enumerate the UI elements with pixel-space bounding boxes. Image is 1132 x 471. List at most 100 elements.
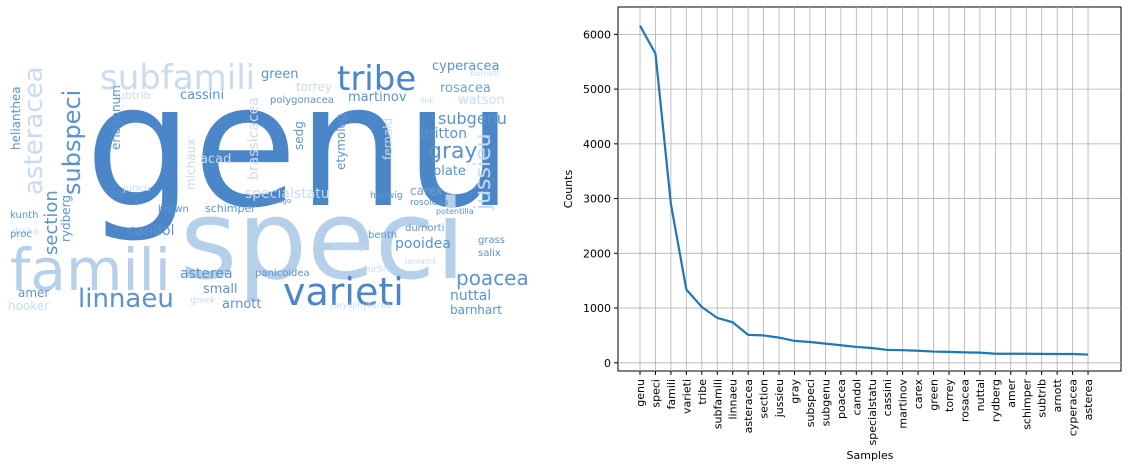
word-cloud-word: subspeci: [58, 90, 86, 195]
word-cloud-word: link: [420, 96, 435, 105]
x-tick-label: section: [758, 379, 771, 419]
word-cloud-word: pooidea: [395, 236, 451, 252]
y-tick-label: 2000: [583, 247, 611, 260]
word-cloud-word: draba: [12, 227, 38, 237]
x-tick-label: carex: [912, 379, 925, 410]
word-cloud-word: michaux: [184, 139, 198, 190]
x-tick-label: schimper: [1020, 379, 1033, 430]
word-cloud-word: carex: [410, 184, 443, 198]
word-cloud-word: plate: [433, 164, 466, 179]
word-cloud-word: speci: [180, 176, 466, 304]
y-axis-label: Counts: [562, 170, 575, 209]
y-tick-label: 0: [604, 357, 611, 370]
x-tick-label: rosacea: [958, 379, 971, 422]
word-cloud-word: buli: [110, 190, 125, 199]
word-cloud-word: brown: [158, 204, 189, 215]
word-cloud-word: lamarck: [405, 257, 437, 266]
x-tick-label: tribe: [696, 379, 709, 405]
word-cloud-word: polygonacea: [270, 95, 334, 106]
x-tick-label: subspeci: [804, 379, 817, 427]
word-cloud-word: dumorti: [405, 223, 444, 234]
y-tick-label: 4000: [583, 138, 611, 151]
word-cloud-word: linnaeu: [78, 284, 174, 314]
word-cloud-word: subtrib: [112, 89, 151, 102]
word-cloud-word: famili: [10, 236, 171, 304]
word-cloud-word: juncu: [122, 183, 150, 194]
word-cloud-word: cassini: [180, 88, 224, 103]
series-line: [639, 25, 1089, 356]
word-cloud-word: subgenu: [438, 109, 507, 128]
x-tick-label: specialstatu: [866, 379, 879, 445]
x-tick-label: martinov: [897, 379, 910, 429]
word-cloud-word: lindley: [332, 242, 365, 253]
x-tick-label: cyperacea: [1067, 379, 1080, 436]
word-cloud-word: small: [203, 282, 238, 297]
x-tick-label: genu: [634, 379, 647, 407]
word-cloud-word: hedwig: [370, 191, 403, 201]
x-tick-label: linnaeu: [727, 379, 740, 420]
x-tick-label: arnott: [1051, 378, 1064, 412]
word-cloud-word: britton: [420, 126, 467, 142]
x-tick-label: subgenu: [819, 379, 832, 426]
x-tick-label: candol: [850, 379, 863, 416]
word-cloud-word: jussieu: [471, 133, 496, 211]
plot-area: [617, 6, 1122, 372]
grid-lines: [618, 7, 1121, 371]
x-tick-label: varieti: [680, 379, 693, 414]
y-tick-label: 1000: [583, 302, 611, 315]
word-cloud-word: acad: [200, 152, 231, 167]
word-cloud-word: brassicacea: [246, 97, 262, 180]
word-cloud-word: martinov: [348, 90, 407, 105]
word-cloud-word: torrey: [296, 80, 332, 94]
word-cloud-word: candol: [128, 223, 175, 239]
word-cloud-word: varieti: [283, 270, 404, 314]
word-cloud-word: greek: [190, 296, 216, 306]
word-cloud-word: rydberg: [59, 195, 73, 242]
x-tick-label: gray: [789, 379, 802, 404]
x-tick-label: nuttal: [974, 379, 987, 411]
word-cloud-word: burnett: [470, 69, 500, 78]
x-tick-label: subfamili: [711, 379, 724, 429]
word-cloud-word: gray: [428, 139, 478, 164]
word-cloud: genu speci famili varieti subfamili tribe linn…: [0, 0, 560, 467]
word-cloud-word: amer: [18, 286, 49, 300]
word-cloud-word: tribe: [337, 59, 416, 99]
word-cloud-word: subfamili: [100, 58, 255, 98]
word-cloud-word: caryophyllacea: [330, 301, 391, 310]
word-cloud-word: specialstatu: [245, 186, 330, 202]
frequency-line-chart: 0 1000 2000 3000 4000 5000 6000 genu speci famil…: [562, 6, 1122, 462]
word-cloud-word: asteracea: [19, 66, 49, 195]
word-cloud-word: grass: [478, 235, 505, 246]
x-tick-label: famili: [665, 379, 678, 410]
word-cloud-word: kunth: [10, 210, 38, 221]
word-cloud-word: purSh: [362, 265, 389, 275]
word-cloud-word: proc: [10, 229, 32, 240]
x-axis-ticks: genu speci famili varieti tribe subfamili linn…: [634, 371, 1095, 445]
word-cloud-word: rosoidea: [410, 198, 448, 208]
word-cloud-word: genu: [85, 48, 513, 246]
y-axis-ticks: 0 1000 2000 3000 4000 5000 6000: [583, 28, 618, 370]
word-cloud-word: cyperacea: [432, 59, 500, 74]
word-cloud-word: schimper: [205, 202, 256, 215]
word-cloud-word: rosacea: [440, 81, 491, 96]
x-tick-label: subtrib: [1036, 379, 1049, 418]
word-cloud-word: etymolog: [334, 113, 348, 170]
x-tick-label: asteracea: [742, 379, 755, 433]
x-tick-label: green: [928, 379, 941, 411]
x-tick-label: torrey: [943, 379, 956, 412]
word-cloud-word: watson: [458, 93, 505, 108]
x-tick-label: jussieu: [773, 379, 786, 418]
word-cloud-word: hooker: [8, 299, 49, 313]
x-tick-label: rydberg: [989, 379, 1002, 422]
x-tick-label: poacea: [835, 379, 848, 419]
word-cloud-word: poacea: [456, 266, 529, 290]
word-cloud-word: benth: [368, 230, 397, 241]
x-tick-label: cassini: [881, 379, 894, 416]
word-cloud-word: potentilla: [436, 207, 474, 216]
word-cloud-word: fernald: [381, 118, 395, 160]
word-cloud-word: helianthea: [9, 86, 23, 150]
word-cloud-word: green: [261, 67, 299, 82]
x-tick-label: amer: [1005, 379, 1018, 408]
x-tick-label: speci: [649, 379, 662, 408]
word-cloud-word: sedg: [292, 121, 306, 150]
